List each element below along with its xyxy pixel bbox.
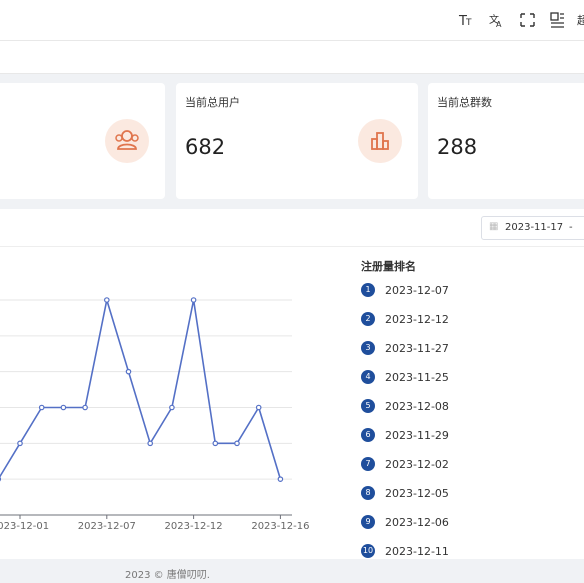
svg-text:A: A (496, 20, 502, 29)
data-point (17, 440, 23, 447)
data-point (190, 297, 197, 303)
data-point (38, 404, 45, 411)
svg-text:T: T (458, 14, 467, 29)
rank-date: 2023-12-02 (385, 458, 449, 471)
card-label: 当前总用户 (185, 96, 240, 109)
svg-text:T: T (465, 18, 472, 28)
rank-badge: 1 (361, 283, 375, 297)
rank-date: 2023-12-05 (385, 487, 449, 500)
date-start: 2023-11-17 (505, 222, 564, 233)
rank-badge: 4 (361, 370, 375, 384)
card: 当前总群数 288 (428, 83, 584, 199)
card-label: 当前总群数 (437, 96, 492, 109)
x-tick-label: 2023-12-07 (78, 521, 136, 532)
series-line (0, 299, 282, 480)
rank-badge: 5 (361, 399, 375, 413)
rank-date: 2023-11-27 (385, 342, 449, 355)
rank-date: 2023-11-29 (385, 429, 449, 442)
card-value: 682 (185, 135, 226, 159)
line-chart: 2023-12-01 2023-12-07 2023-12-12 2023-12-16 (0, 297, 309, 532)
chart-panel (0, 209, 584, 559)
data-point (169, 404, 175, 411)
rank-badge: 10 (361, 544, 375, 558)
calendar-icon: ▦ (489, 221, 499, 232)
data-point (234, 440, 240, 447)
data-point (82, 404, 88, 411)
date-separator: - (569, 222, 573, 233)
user-name[interactable]: 超 (577, 14, 584, 27)
rank-date: 2023-12-11 (385, 545, 449, 558)
rank-badge: 8 (361, 486, 375, 500)
data-point (104, 297, 110, 303)
data-point (212, 440, 219, 447)
rank-date: 2023-12-06 (385, 516, 449, 529)
footer: 2023 © 唐僧叨叨. (125, 570, 210, 581)
card: 当前总用户 682 (176, 83, 418, 199)
card-icon (105, 119, 149, 163)
rank-date: 2023-12-12 (385, 313, 449, 326)
x-tick-label: 2023-12-01 (0, 521, 49, 532)
svg-text:文: 文 (489, 13, 499, 26)
tabs-bar (0, 41, 584, 74)
rank-badge: 6 (361, 428, 375, 442)
divider (0, 246, 584, 247)
data-point (0, 476, 2, 482)
date-picker[interactable]: ▦ 2023-11-17 - (481, 216, 584, 240)
rank-date: 2023-12-08 (385, 400, 449, 413)
rank-badge: 2 (361, 312, 375, 326)
rank-badge: 9 (361, 515, 375, 529)
x-tick-label: 2023-12-12 (165, 521, 223, 532)
data-point (277, 476, 284, 482)
data-point (255, 404, 262, 411)
rank-badge: 3 (361, 341, 375, 355)
rank-date: 2023-11-25 (385, 371, 449, 384)
ranking-title: 注册量排名 (361, 260, 416, 273)
data-point (125, 368, 132, 375)
rank-badge: 7 (361, 457, 375, 471)
rank-date: 2023-12-07 (385, 284, 449, 297)
data-point (147, 440, 154, 447)
card-icon (358, 119, 402, 163)
card (0, 83, 165, 199)
card-value: 288 (437, 135, 478, 159)
data-point (60, 404, 67, 411)
x-tick-label: 2023-12-16 (251, 521, 309, 532)
